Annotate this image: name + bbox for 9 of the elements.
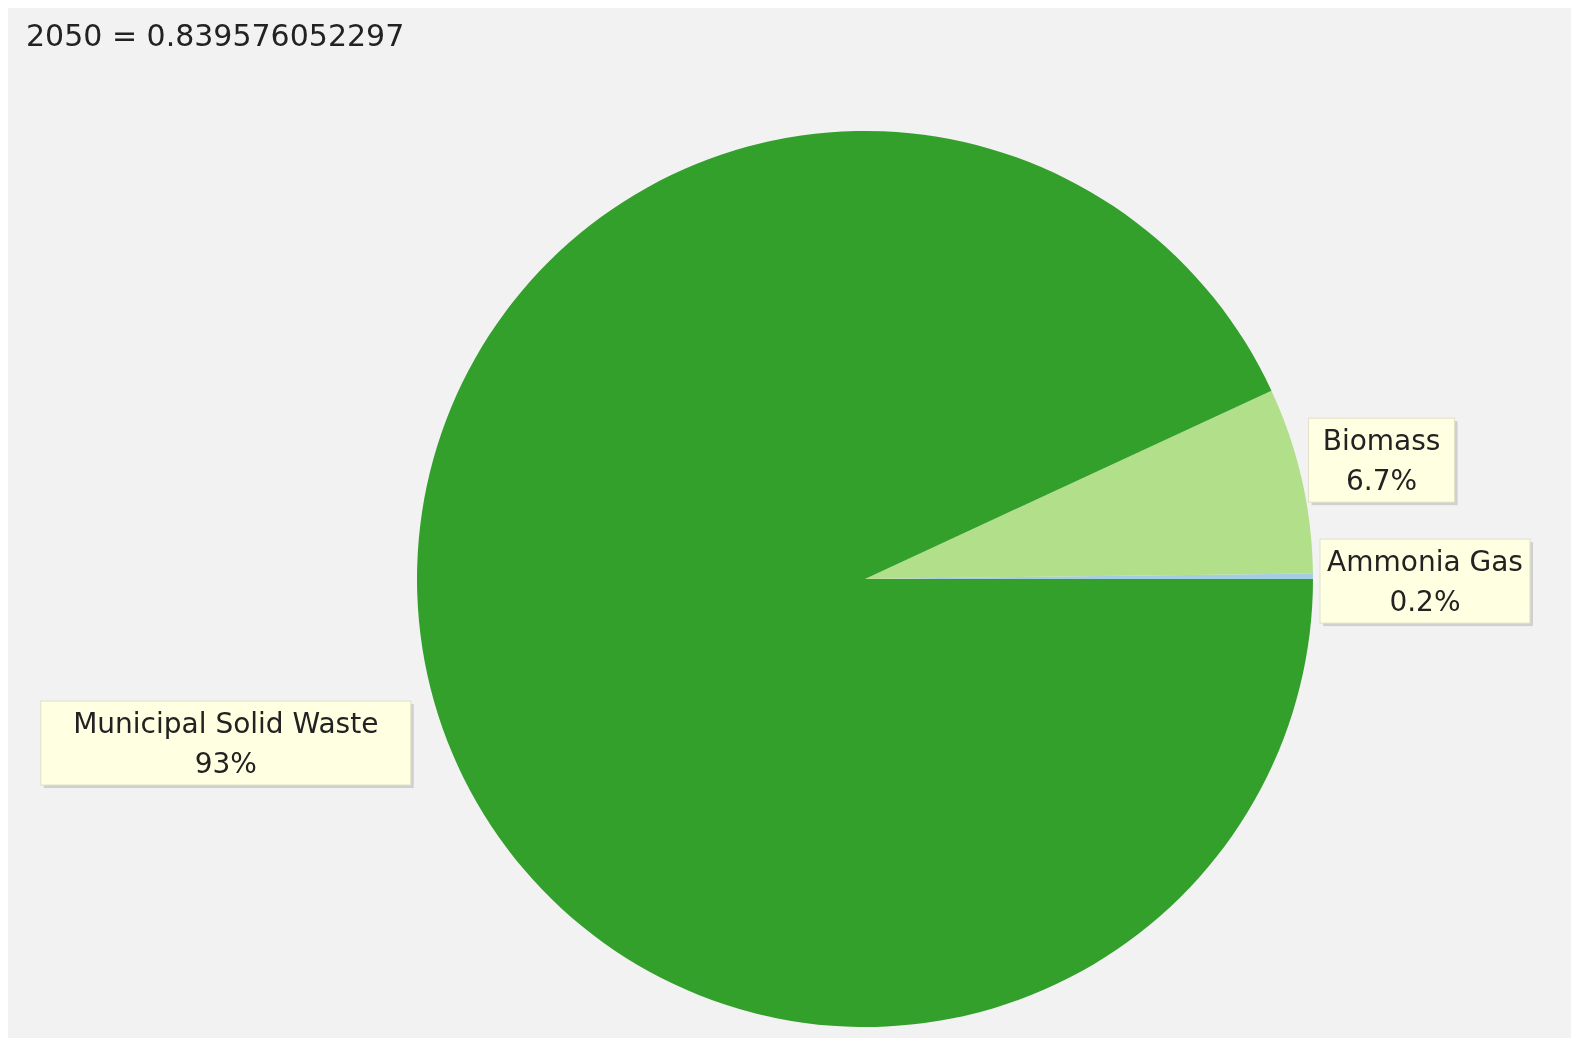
data-label: 6.7% — [1346, 464, 1418, 498]
pie-slice — [417, 131, 1313, 1027]
slice-label: Municipal Solid Waste — [73, 707, 379, 741]
slice-label: Ammonia Gas — [1327, 545, 1523, 579]
pie-slice — [865, 390, 1313, 579]
slice-label: Biomass — [1322, 424, 1441, 458]
chart-title: 2050 = 0.839576052297 — [26, 18, 405, 53]
data-label: 93% — [194, 747, 257, 781]
data-label: 0.2% — [1389, 585, 1461, 619]
